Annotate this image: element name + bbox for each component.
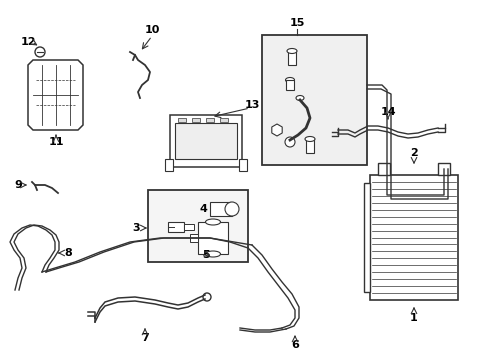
Text: 10: 10 bbox=[144, 25, 160, 35]
Bar bbox=[285, 80, 293, 90]
Bar bbox=[239, 159, 246, 171]
Bar bbox=[168, 222, 183, 232]
Text: 4: 4 bbox=[199, 204, 206, 214]
Bar bbox=[369, 175, 457, 300]
Bar bbox=[377, 163, 389, 175]
Circle shape bbox=[203, 293, 210, 301]
Bar bbox=[363, 183, 369, 292]
Text: 5: 5 bbox=[202, 250, 209, 260]
Text: 8: 8 bbox=[64, 248, 72, 258]
Bar bbox=[262, 35, 366, 165]
Bar bbox=[170, 115, 242, 167]
Text: 3: 3 bbox=[132, 223, 140, 233]
Text: 13: 13 bbox=[244, 100, 259, 110]
Text: 2: 2 bbox=[409, 148, 417, 158]
Ellipse shape bbox=[305, 136, 314, 141]
Ellipse shape bbox=[286, 49, 296, 54]
Bar bbox=[192, 118, 200, 122]
Bar bbox=[190, 234, 198, 242]
Text: 14: 14 bbox=[379, 107, 395, 117]
Text: 15: 15 bbox=[289, 18, 304, 28]
Circle shape bbox=[35, 47, 45, 57]
Bar bbox=[198, 222, 227, 254]
Bar bbox=[178, 118, 185, 122]
Ellipse shape bbox=[205, 219, 220, 225]
Text: 12: 12 bbox=[20, 37, 36, 47]
Text: 7: 7 bbox=[141, 333, 148, 343]
Circle shape bbox=[285, 137, 294, 147]
Bar bbox=[148, 190, 247, 262]
Bar bbox=[175, 123, 237, 159]
Bar bbox=[205, 118, 214, 122]
Bar bbox=[220, 118, 227, 122]
Bar bbox=[183, 224, 194, 230]
Text: 9: 9 bbox=[14, 180, 22, 190]
Bar bbox=[287, 51, 295, 65]
Bar bbox=[437, 163, 449, 175]
Bar bbox=[305, 139, 313, 153]
Ellipse shape bbox=[285, 77, 294, 82]
Bar bbox=[164, 159, 173, 171]
Text: 11: 11 bbox=[48, 137, 63, 147]
Text: 1: 1 bbox=[409, 313, 417, 323]
Bar bbox=[209, 202, 231, 216]
Circle shape bbox=[224, 202, 239, 216]
Text: 6: 6 bbox=[290, 340, 298, 350]
Ellipse shape bbox=[295, 95, 304, 100]
Polygon shape bbox=[28, 60, 83, 130]
Ellipse shape bbox=[205, 251, 220, 257]
